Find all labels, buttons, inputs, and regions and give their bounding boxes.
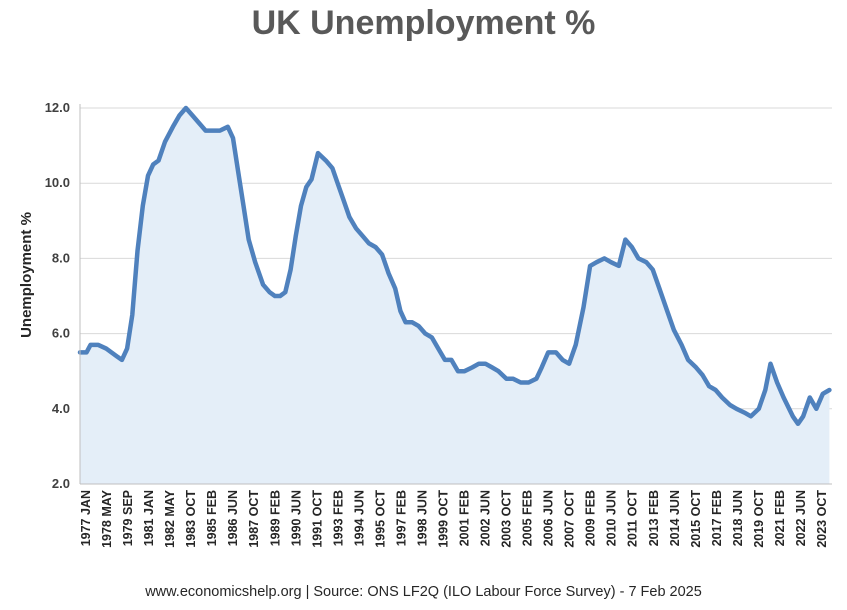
axes [79,104,832,485]
y-tick-label: 4.0 [52,401,70,416]
x-tick-label: 1977 JAN [79,490,93,546]
x-tick-label: 1998 JUN [416,490,430,546]
x-tick-label: 2023 OCT [815,490,829,548]
x-tick-label: 1989 FEB [268,490,282,546]
x-tick-label: 2019 OCT [752,490,766,548]
y-tick-label: 2.0 [52,476,70,491]
x-tick-label: 2011 OCT [626,490,640,547]
x-tick-label: 1979 SEP [121,490,135,546]
x-tick-label: 2014 JUN [668,490,682,546]
x-tick-label: 2001 FEB [458,490,472,546]
source-note: www.economicshelp.org | Source: ONS LF2Q… [145,584,702,600]
x-tick-label: 1978 MAY [100,489,114,548]
x-tick-label: 1982 MAY [163,489,177,548]
y-tick-label: 8.0 [52,250,70,265]
x-tick-label: 1983 OCT [184,490,198,548]
x-tick-label: 1987 OCT [247,490,261,548]
x-tick-label: 2021 FEB [773,490,787,546]
x-tick-label: 1994 JUN [352,490,366,546]
x-tick-label: 1997 FEB [394,490,408,546]
y-tick-label: 6.0 [52,326,70,341]
x-tick-label: 1999 OCT [437,490,451,548]
chart-title: UK Unemployment % [251,4,596,42]
x-tick-label: 2003 OCT [500,490,514,548]
x-tick-label: 2002 JUN [479,490,493,546]
x-tick-label: 2006 JUN [542,490,556,546]
y-axis-label: Unemployment % [18,212,35,338]
x-tick-label: 1986 JUN [226,490,240,546]
x-tick-label: 2015 OCT [689,490,703,548]
x-tick-label: 1991 OCT [310,490,324,548]
x-tick-label: 2017 FEB [710,490,724,546]
x-tick-labels: 1977 JAN 1978 MAY 1979 SEP 1981 JAN 1982 MAY… [79,489,829,548]
x-tick-label: 2005 FEB [521,490,535,546]
x-tick-label: 1981 JAN [142,490,156,546]
x-tick-label: 1993 FEB [331,490,345,546]
x-tick-label: 2018 JUN [731,490,745,546]
y-tick-label: 10.0 [45,175,70,190]
y-tick-labels: 2.0 4.0 6.0 8.0 10.0 12.0 [45,100,70,491]
series-line [77,105,832,427]
x-tick-label: 2022 JUN [794,490,808,546]
x-tick-label: 2009 FEB [584,490,598,546]
series-area [80,108,830,484]
y-tick-label: 12.0 [45,100,70,115]
x-tick-label: 2010 JUN [605,490,619,546]
x-tick-label: 1990 JUN [289,490,303,546]
x-tick-label: 2013 FEB [647,490,661,546]
x-tick-label: 1995 OCT [373,490,387,548]
x-tick-label: 1985 FEB [205,490,219,546]
x-tick-label: 2007 OCT [563,490,577,548]
area-layer [77,105,832,484]
